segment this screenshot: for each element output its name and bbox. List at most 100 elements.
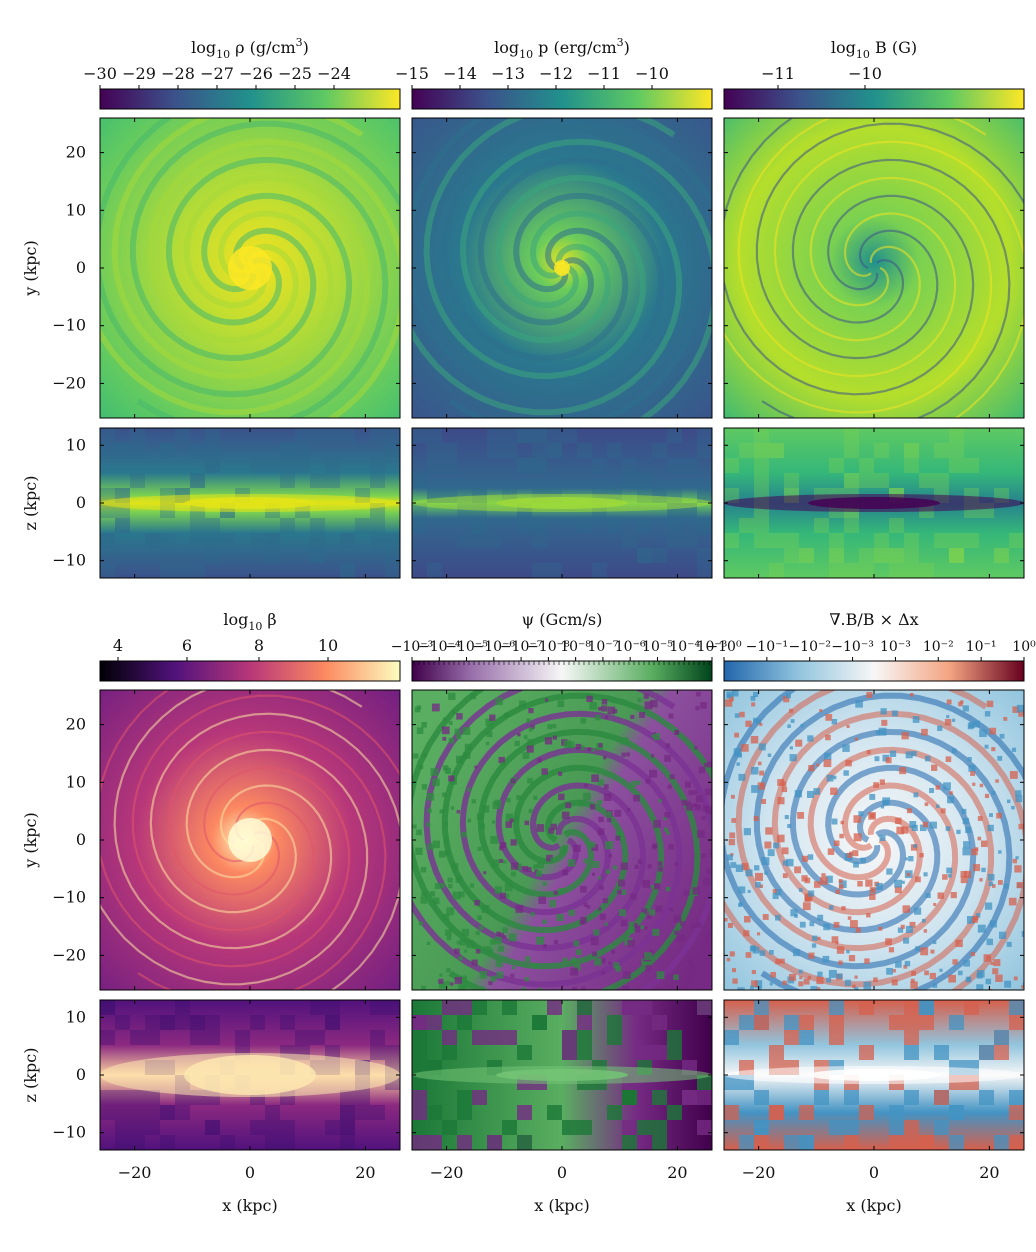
colorbar-ticklabel-divb-2: −10⁻² <box>788 639 831 655</box>
spiral-arm <box>724 118 975 396</box>
panel-pressure-edge-on <box>411 427 713 579</box>
colorbar-ticklabel-density-5: −25 <box>278 64 312 83</box>
panel-density-face-on <box>99 117 401 419</box>
spiral-arm <box>459 710 712 990</box>
colorbar-ticklabel-pressure-3: −12 <box>539 64 573 83</box>
y-tick-label: 10 <box>66 200 86 219</box>
colorbar-ticklabel-psi-5: −10⁻⁸ <box>527 639 570 655</box>
spiral-arm <box>773 140 1024 418</box>
spiral-arm <box>412 174 683 416</box>
y-axis-label: y (kpc) <box>21 240 40 297</box>
colorbar-ticklabel-beta-0: 4 <box>113 636 123 655</box>
x-tick-label: −20 <box>742 1163 776 1182</box>
colorbar-ticklabel-pressure-1: −14 <box>443 64 477 83</box>
spiral-arm <box>724 746 995 988</box>
colorbar-ticklabel-divb-4: 10⁻³ <box>880 639 911 655</box>
colorbar-ticklabel-psi-9: 10⁻⁵ <box>642 639 673 655</box>
colorbar-beta <box>99 660 401 682</box>
y-tick-label: −20 <box>52 945 86 964</box>
galaxy-core <box>228 246 272 290</box>
spiral-arm <box>137 730 387 990</box>
spiral-arm <box>441 120 712 362</box>
colorbar-ticklabel-psi-2: −10⁻⁵ <box>445 639 488 655</box>
colorbar-ticklabel-divb-5: 10⁻² <box>923 639 954 655</box>
spiral-arm <box>724 176 993 414</box>
spiral-arm <box>760 728 1013 990</box>
spiral-arm <box>423 118 676 380</box>
colorbar-ticklabel-density-2: −28 <box>161 64 195 83</box>
colorbar-ticklabel-bfield-0: −11 <box>761 64 795 83</box>
z-tick-label: 10 <box>66 1007 86 1026</box>
colorbar-ticklabel-psi-10: 10⁻⁴ <box>669 639 700 655</box>
colorbar-title-divb: ∇.B/B × Δx <box>829 610 918 629</box>
colorbar-ticklabel-pressure-2: −13 <box>491 64 525 83</box>
colorbar-ticklabel-beta-2: 8 <box>254 636 264 655</box>
spiral-arm <box>755 122 1024 360</box>
x-axis-label: x (kpc) <box>846 1196 902 1215</box>
colorbar-ticklabel-psi-0: −10⁻³ <box>391 639 434 655</box>
spiral-arm <box>448 156 701 418</box>
x-tick-label: −20 <box>430 1163 464 1182</box>
spiral-arm <box>412 746 683 988</box>
panel-background <box>724 118 1024 418</box>
colorbar-ticklabel-bfield-1: −10 <box>848 64 882 83</box>
colorbar-ticklabel-psi-4: −10⁻⁷ <box>500 639 543 655</box>
y-tick-label: 10 <box>66 772 86 791</box>
spiral-arm <box>100 118 353 398</box>
panel-psi-face-on <box>411 689 713 991</box>
spiral-arm <box>111 118 364 380</box>
colorbar-ticklabel-density-0: −30 <box>83 64 117 83</box>
colorbar-divb <box>723 660 1025 682</box>
panel-density-edge-on <box>99 427 401 579</box>
panel-bfield-edge-on <box>723 427 1025 579</box>
x-tick-label: 20 <box>979 1163 999 1182</box>
colorbar-ticklabel-psi-11: 10⁻³ <box>697 639 728 655</box>
colorbar-ticklabel-pressure-0: −15 <box>395 64 429 83</box>
spiral-arm <box>423 690 676 952</box>
spiral-arm <box>448 728 701 990</box>
panel-group <box>99 117 1025 1151</box>
spiral-arm <box>737 118 987 378</box>
spiral-arm <box>113 690 363 950</box>
panel-beta-edge-on <box>99 999 401 1151</box>
spiral-arm <box>129 120 400 362</box>
colorbar-ticklabel-divb-1: −10⁻¹ <box>746 639 789 655</box>
colorbar-ticklabel-density-6: −24 <box>317 64 351 83</box>
colorbar-row-group: log10 ρ (g/cm3) −30 −29 −28 −27 −26 −25 −24 log1… <box>83 36 1036 682</box>
spiral-arm <box>771 710 1024 990</box>
panel-divb-face-on <box>723 689 1025 991</box>
colorbar-pressure <box>411 88 713 110</box>
colorbar-title-beta: log10 β <box>223 610 276 633</box>
x-tick-label: 0 <box>557 1163 567 1182</box>
colorbar-ticklabel-psi-7: 10⁻⁷ <box>587 639 618 655</box>
x-axis-label: x (kpc) <box>222 1196 278 1215</box>
axis-label-group: 20 10 0 −10 −20 y (kpc) 10 0 −10 z (kpc) 20 10 0 −10 −… <box>21 118 1024 1215</box>
spiral-arm <box>459 138 712 418</box>
colorbar-density <box>99 88 401 110</box>
colorbar-ticklabel-divb-6: 10⁻¹ <box>966 639 997 655</box>
colorbar-ticklabel-psi-6: 10⁻⁸ <box>560 639 591 655</box>
spiral-arm <box>412 690 665 970</box>
colorbar-ticklabel-divb-3: −10⁻³ <box>831 639 874 655</box>
spiral-arm <box>100 174 371 416</box>
colorbar-ticklabel-density-1: −29 <box>122 64 156 83</box>
x-tick-label: 0 <box>245 1163 255 1182</box>
y-tick-label: −10 <box>52 316 86 335</box>
colorbar-ticklabel-density-4: −26 <box>239 64 273 83</box>
z-axis-label: z (kpc) <box>21 476 40 531</box>
z-tick-label: −10 <box>52 551 86 570</box>
y-tick-label: 0 <box>76 258 86 277</box>
colorbar-ticklabel-psi-3: −10⁻⁶ <box>473 639 516 655</box>
spiral-arm <box>412 118 665 398</box>
colorbar-ticklabel-density-3: −27 <box>200 64 234 83</box>
panel-beta-face-on <box>99 689 401 991</box>
colorbar-title-psi: ψ (Gcm/s) <box>522 610 603 629</box>
x-tick-label: 20 <box>667 1163 687 1182</box>
spiral-arm <box>147 138 400 418</box>
spiral-arm <box>136 156 389 418</box>
y-axis-label: y (kpc) <box>21 812 40 869</box>
spiral-arm <box>724 690 977 970</box>
colorbar-ticklabel-psi-1: −10⁻⁴ <box>418 639 461 655</box>
z-tick-label: 0 <box>76 1065 86 1084</box>
spiral-arm <box>131 694 400 932</box>
